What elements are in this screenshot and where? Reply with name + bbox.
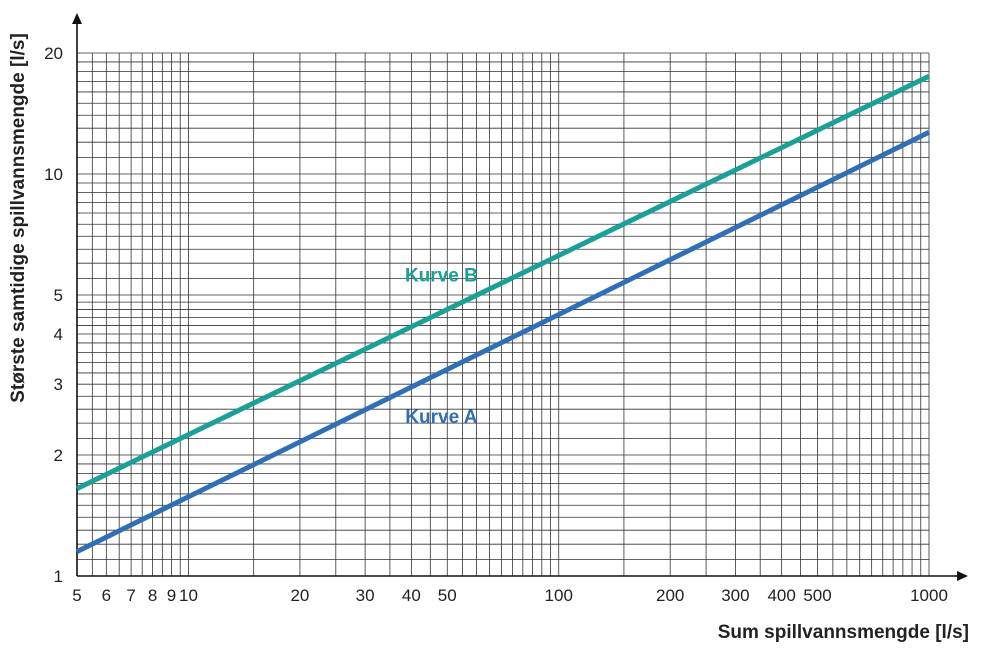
y-tick-label: 20 bbox=[44, 44, 63, 63]
x-tick-label: 8 bbox=[148, 586, 157, 605]
axes bbox=[72, 13, 968, 581]
x-tick-label: 50 bbox=[438, 586, 457, 605]
grid bbox=[76, 52, 930, 577]
x-tick-label: 30 bbox=[356, 586, 375, 605]
x-tick-label: 300 bbox=[721, 586, 749, 605]
x-axis-arrow bbox=[957, 571, 968, 581]
x-tick-labels: 5 6 7 8 9 10 20 30 40 50 100 200 300 400 500 1000 bbox=[72, 586, 948, 605]
x-tick-label: 400 bbox=[767, 586, 795, 605]
x-tick-label: 100 bbox=[545, 586, 573, 605]
y-tick-label: 1 bbox=[54, 567, 63, 586]
x-tick-label: 200 bbox=[656, 586, 684, 605]
x-tick-label: 9 bbox=[167, 586, 176, 605]
y-axis-title: Største samtidige spillvannsmengde [l/s] bbox=[8, 33, 29, 403]
y-tick-label: 4 bbox=[54, 325, 63, 344]
x-tick-label: 40 bbox=[402, 586, 421, 605]
x-tick-label: 7 bbox=[126, 586, 135, 605]
y-tick-label: 5 bbox=[54, 286, 63, 305]
series-labels: Kurve B Kurve A bbox=[405, 266, 478, 429]
y-tick-label: 3 bbox=[54, 375, 63, 394]
series-line-kurve-b bbox=[75, 74, 931, 491]
series-lines bbox=[75, 74, 931, 554]
x-tick-label: 6 bbox=[102, 586, 111, 605]
y-tick-label: 10 bbox=[44, 165, 63, 184]
y-axis-arrow bbox=[72, 13, 82, 24]
x-tick-label: 500 bbox=[803, 586, 831, 605]
y-tick-label: 2 bbox=[54, 446, 63, 465]
series-line-kurve-a bbox=[75, 130, 931, 554]
x-tick-label: 20 bbox=[290, 586, 309, 605]
x-tick-label: 10 bbox=[179, 586, 198, 605]
series-label-kurve-b: Kurve B bbox=[405, 266, 478, 287]
x-tick-label: 5 bbox=[72, 586, 81, 605]
series-label-kurve-a: Kurve A bbox=[405, 407, 477, 428]
x-axis-title: Sum spillvannsmengde [l/s] bbox=[718, 622, 969, 643]
y-tick-labels: 1 2 3 4 5 10 20 bbox=[44, 44, 63, 586]
x-tick-label: 1000 bbox=[910, 586, 948, 605]
